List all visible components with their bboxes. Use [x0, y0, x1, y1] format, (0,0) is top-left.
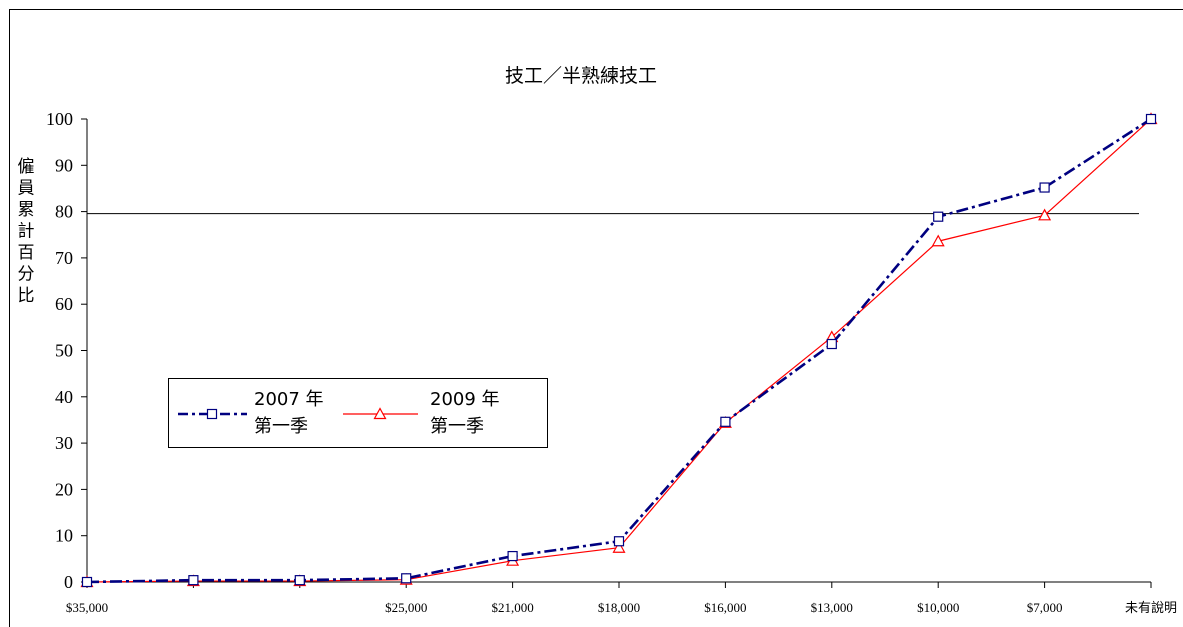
x-tick-label: $35,000: [66, 600, 108, 615]
data-point: [402, 574, 411, 583]
legend-label: 第一季: [430, 416, 484, 437]
data-point: [189, 576, 198, 585]
y-tick-label: 100: [46, 109, 73, 129]
x-tick-label: 未有說明: [1125, 600, 1177, 615]
data-point: [83, 578, 92, 587]
data-point: [1147, 115, 1156, 124]
series-line: [87, 119, 1151, 582]
data-point: [721, 417, 730, 426]
x-tick-label: $25,000: [385, 600, 427, 615]
y-tick-label: 50: [55, 341, 73, 361]
y-axis-label-char: 累: [18, 200, 35, 220]
chart-border: [10, 10, 1183, 627]
y-axis-label-char: 計: [18, 222, 35, 242]
data-point: [615, 537, 624, 546]
y-tick-label: 0: [64, 572, 73, 592]
y-tick-label: 90: [55, 155, 73, 175]
y-axis-label-char: 分: [18, 265, 35, 285]
series-layer: [82, 114, 1157, 587]
y-tick-label: 20: [55, 479, 73, 499]
y-tick-label: 70: [55, 248, 73, 268]
legend-label: 2009 年: [430, 389, 500, 410]
y-tick-label: 10: [55, 526, 73, 546]
x-tick-label: $21,000: [491, 600, 533, 615]
x-tick-label: $13,000: [811, 600, 853, 615]
y-axis-label-char: 員: [18, 179, 35, 199]
y-tick-label: 40: [55, 387, 73, 407]
chart-title: 技工／半熟練技工: [505, 65, 657, 87]
legend-marker: [208, 410, 217, 419]
data-point: [508, 552, 517, 561]
y-axis-label-char: 僱: [18, 157, 35, 177]
x-tick-label: $10,000: [917, 600, 959, 615]
y-tick-label: 80: [55, 202, 73, 222]
data-point: [295, 576, 304, 585]
y-axis-label-char: 百: [18, 243, 35, 263]
y-axis-label-char: 比: [18, 286, 35, 306]
series-line: [87, 119, 1151, 582]
y-tick-label: 60: [55, 294, 73, 314]
x-tick-label: $7,000: [1027, 600, 1063, 615]
axes: 0 10 20 30 40 50 60 70 80 90 100 $35,000 $25,000 $21,…: [46, 109, 1177, 615]
data-point: [827, 340, 836, 349]
x-tick-label: $18,000: [598, 600, 640, 615]
x-tick-label: $16,000: [704, 600, 746, 615]
data-point: [1040, 183, 1049, 192]
legend-label: 第一季: [254, 416, 308, 437]
legend-label: 2007 年: [254, 389, 324, 410]
data-point: [934, 212, 943, 221]
y-tick-label: 30: [55, 433, 73, 453]
